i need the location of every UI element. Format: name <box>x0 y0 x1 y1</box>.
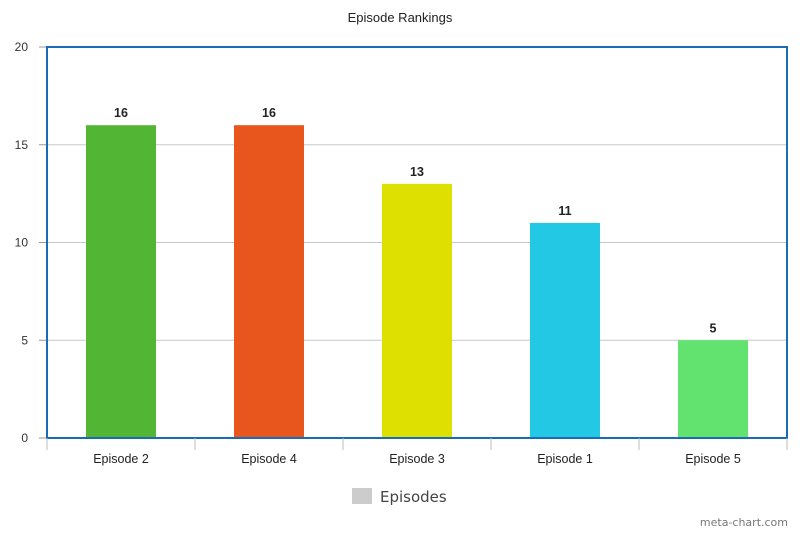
legend-label: Episodes <box>380 488 447 506</box>
bar-episode-2 <box>86 125 156 438</box>
data-label: 5 <box>710 321 717 335</box>
chart-title: Episode Rankings <box>348 10 453 25</box>
data-label: 11 <box>558 204 571 218</box>
data-label: 16 <box>114 106 128 120</box>
watermark-text: meta-chart.com <box>700 516 788 529</box>
legend: Episodes <box>352 488 447 506</box>
data-label: 13 <box>410 165 424 179</box>
bar-episode-4 <box>234 125 304 438</box>
x-tick-label: Episode 1 <box>537 452 593 466</box>
data-labels: 16 16 13 11 5 <box>114 106 716 335</box>
data-label: 16 <box>262 106 276 120</box>
y-tick-label: 5 <box>21 333 28 347</box>
y-tick-label: 10 <box>15 236 29 250</box>
y-tick-label: 15 <box>15 138 29 152</box>
y-axis-ticks: 0 5 10 15 20 <box>15 40 47 445</box>
x-tick-label: Episode 5 <box>685 452 741 466</box>
bar-episode-3 <box>382 183 452 438</box>
bar-episode-5 <box>678 340 748 438</box>
x-tick-label: Episode 4 <box>241 452 297 466</box>
x-tick-label: Episode 2 <box>93 452 149 466</box>
y-tick-label: 0 <box>21 431 28 445</box>
bars <box>86 125 748 438</box>
plot-frame <box>46 46 788 439</box>
bar-episode-1 <box>530 222 600 438</box>
x-axis-ticks: Episode 2 Episode 4 Episode 3 Episode 1 Epis… <box>46 438 788 466</box>
x-tick-label: Episode 3 <box>389 452 445 466</box>
legend-swatch <box>352 488 372 504</box>
y-tick-label: 20 <box>15 40 29 54</box>
